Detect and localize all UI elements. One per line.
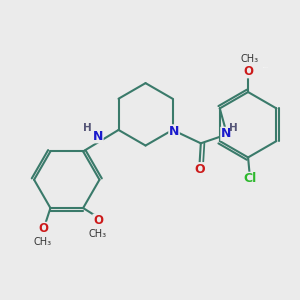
Text: methoxy: methoxy (263, 67, 269, 68)
Text: N: N (169, 125, 179, 138)
Text: CH₃: CH₃ (241, 54, 259, 64)
Text: N: N (221, 127, 231, 140)
Text: H: H (83, 123, 92, 133)
Text: O: O (194, 163, 205, 176)
Text: CH₃: CH₃ (34, 237, 52, 247)
Text: H: H (229, 123, 238, 133)
Text: O: O (93, 214, 103, 227)
Text: N: N (93, 130, 103, 143)
Text: CH₃: CH₃ (89, 229, 107, 239)
Text: Cl: Cl (243, 172, 256, 185)
Text: O: O (38, 222, 48, 235)
Text: O: O (243, 65, 253, 78)
